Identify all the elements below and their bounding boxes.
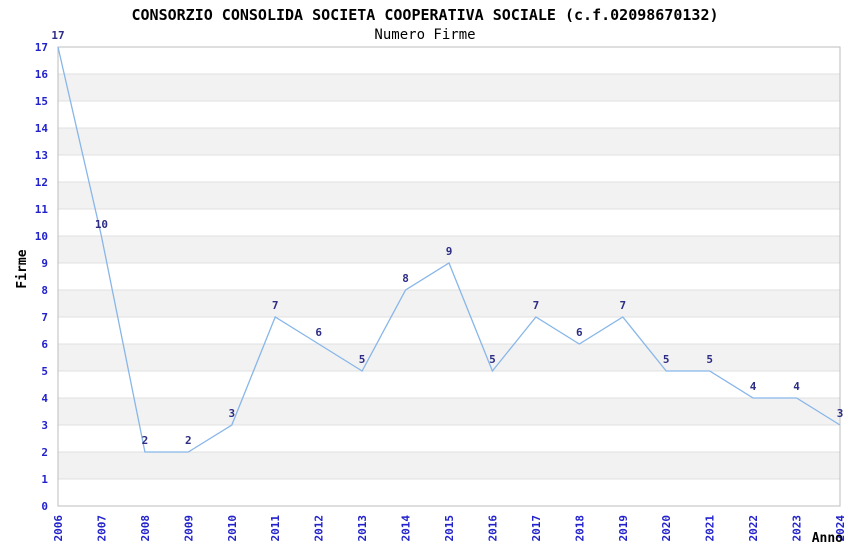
y-tick-label: 11 [35, 203, 49, 216]
data-label: 10 [95, 218, 108, 231]
y-tick-label: 6 [41, 338, 48, 351]
x-tick-label: 2022 [747, 515, 760, 542]
x-tick-label: 2020 [660, 515, 673, 542]
band-stripe [58, 344, 840, 371]
y-tick-label: 14 [35, 122, 49, 135]
series [57, 46, 841, 453]
x-tick-label: 2019 [617, 515, 630, 542]
x-tick-label: 2008 [139, 515, 152, 542]
y-tick-label: 1 [41, 473, 48, 486]
band-stripe [58, 182, 840, 209]
data-label: 3 [837, 407, 844, 420]
x-tick-label: 2018 [573, 515, 586, 542]
data-label: 5 [706, 353, 713, 366]
y-tick-label: 5 [41, 365, 48, 378]
data-label: 7 [533, 299, 540, 312]
data-label: 3 [228, 407, 235, 420]
plot-border-rect [57, 46, 841, 507]
band-stripe [58, 398, 840, 425]
x-tick-label: 2012 [313, 515, 326, 542]
chart-subtitle: Numero Firme [374, 27, 476, 43]
data-label: 9 [446, 245, 453, 258]
data-label: 5 [663, 353, 670, 366]
x-tick-label: 2017 [530, 515, 543, 542]
data-labels: 17 10 2 2 3 7 6 5 8 9 5 7 6 7 5 5 4 4 3 [51, 29, 843, 447]
band-stripes [58, 74, 840, 479]
x-axis-title: Anno [812, 531, 843, 546]
y-axis-title: Firme [15, 249, 30, 288]
data-label: 5 [359, 353, 366, 366]
x-axis-title-text: Anno [812, 531, 843, 546]
y-tick-label: 4 [41, 392, 48, 405]
chart-title: CONSORZIO CONSOLIDA SOCIETA COOPERATIVA … [131, 6, 719, 24]
x-tick-label: 2013 [356, 515, 369, 542]
data-label: 4 [750, 380, 757, 393]
x-tick-label: 2006 [52, 515, 65, 542]
y-tick-label: 10 [35, 230, 48, 243]
x-tick-label: 2021 [704, 515, 717, 542]
data-label: 6 [315, 326, 322, 339]
data-label: 4 [793, 380, 800, 393]
x-tick-label: 2011 [269, 515, 282, 542]
x-tick-label: 2010 [226, 515, 239, 542]
data-label: 8 [402, 272, 409, 285]
data-label: 7 [272, 299, 279, 312]
data-label: 5 [489, 353, 496, 366]
x-tick-labels: 2006 2007 2008 2009 2010 2011 2012 2013 2014 2015… [52, 515, 847, 542]
y-tick-label: 13 [35, 149, 48, 162]
y-tick-label: 9 [41, 257, 48, 270]
y-tick-label: 8 [41, 284, 48, 297]
y-tick-label: 7 [41, 311, 48, 324]
y-tick-label: 12 [35, 176, 48, 189]
band-stripe [58, 74, 840, 101]
band-stripe [58, 452, 840, 479]
y-tick-label: 17 [35, 41, 48, 54]
data-label: 6 [576, 326, 583, 339]
x-tick-label: 2009 [182, 515, 195, 542]
data-label: 2 [142, 434, 149, 447]
band-stripe [58, 236, 840, 263]
series-line [57, 46, 841, 453]
data-label: 17 [51, 29, 64, 42]
x-tick-label: 2024 [834, 515, 847, 542]
data-label: 7 [619, 299, 626, 312]
x-tick-label: 2014 [400, 515, 413, 542]
y-tick-label: 0 [41, 500, 48, 513]
x-tick-label: 2007 [95, 515, 108, 542]
x-tick-label: 2023 [791, 515, 804, 542]
x-tick-label: 2016 [486, 515, 499, 542]
band-stripe [58, 128, 840, 155]
y-axis-title-text: Firme [15, 249, 30, 288]
y-tick-label: 2 [41, 446, 48, 459]
y-tick-label: 3 [41, 419, 48, 432]
band-stripe [58, 290, 840, 317]
data-label: 2 [185, 434, 192, 447]
y-tick-label: 16 [35, 68, 49, 81]
x-tick-label: 2015 [443, 515, 456, 542]
plot-border [57, 46, 841, 507]
y-tick-label: 15 [35, 95, 48, 108]
